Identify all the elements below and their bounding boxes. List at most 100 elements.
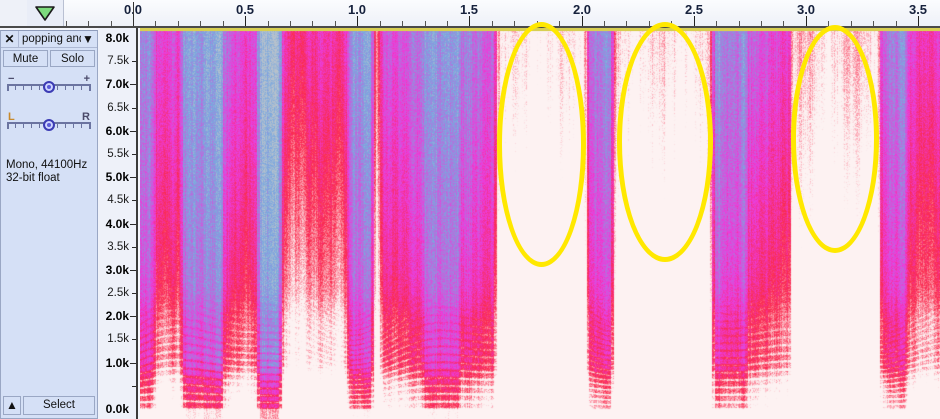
chevron-down-icon[interactable]: ▼ [82, 32, 94, 46]
ruler-major-tick [806, 16, 807, 26]
freq-tick [130, 177, 136, 179]
freq-tick [130, 269, 136, 271]
freq-label-6-5k: 6.5k [107, 101, 129, 114]
gain-plus-label: + [83, 73, 90, 85]
ruler-minor-tick [178, 21, 179, 26]
ruler-minor-tick [514, 21, 515, 26]
pan-slider-track[interactable] [7, 119, 91, 136]
ruler-minor-tick [155, 21, 156, 26]
ruler-minor-tick [425, 21, 426, 26]
ruler-label-1-0: 1.0 [347, 2, 367, 17]
ruler-origin-tick [133, 2, 134, 26]
freq-label-0-0k: 0.0k [105, 402, 129, 416]
track-title-label[interactable]: popping and [22, 33, 81, 45]
track-panel-footer: ▲ Select [1, 394, 97, 418]
ruler-minor-tick [761, 21, 762, 26]
ruler-minor-tick [716, 21, 717, 26]
freq-tick [132, 339, 136, 341]
ruler-label-2-0: 2.0 [572, 2, 592, 17]
freq-tick [130, 362, 136, 364]
spectrogram-view[interactable] [140, 28, 940, 419]
freq-tick [132, 293, 136, 295]
ruler-minor-tick [851, 21, 852, 26]
ruler-major-tick [918, 16, 919, 26]
ruler-minor-tick [223, 21, 224, 26]
ruler-minor-tick [447, 21, 448, 26]
pan-right-label: R [82, 111, 90, 123]
ruler-label-3-5: 3.5 [908, 2, 928, 17]
ruler-major-tick [357, 16, 358, 26]
ruler-minor-tick [896, 21, 897, 26]
pan-slider-endlabels: L R [7, 111, 91, 123]
freq-label-5-0k: 5.0k [105, 170, 129, 185]
ruler-major-tick [469, 16, 470, 26]
gain-slider-track[interactable] [7, 81, 91, 98]
ruler-major-tick [245, 16, 246, 26]
ruler-minor-tick [200, 21, 201, 26]
mute-solo-row: Mute Solo [3, 50, 95, 67]
freq-tick [132, 246, 136, 248]
ruler-minor-tick [783, 21, 784, 26]
ruler-minor-tick [111, 21, 112, 26]
freq-tick [132, 385, 136, 387]
select-track-button[interactable]: Select [23, 395, 95, 415]
ruler-minor-tick [671, 21, 672, 26]
pan-slider-thumb[interactable] [43, 119, 55, 131]
ruler-minor-tick [604, 21, 605, 26]
gain-slider-thumb[interactable] [43, 81, 55, 93]
ruler-minor-tick [402, 21, 403, 26]
freq-label-6-0k: 6.0k [105, 123, 129, 138]
spectrogram-top-border [140, 28, 940, 31]
ruler-minor-tick [828, 21, 829, 26]
freq-tick [132, 61, 136, 63]
pan-slider[interactable]: L R [7, 111, 91, 136]
freq-tick [130, 130, 136, 132]
track-format-info: Mono, 44100Hz 32-bit float [6, 159, 96, 185]
ruler-minor-tick [537, 21, 538, 26]
frequency-ruler[interactable]: 8.0k 7.5k 7.0k 6.5k 6.0k 5.5k 5.0k 4.5k 4.0k 3.5k… [98, 28, 138, 419]
track-control-panel[interactable]: ✕ popping and ▼ Mute Solo − + L [0, 30, 98, 419]
timeline-ruler[interactable]: 0.00.51.01.52.02.53.03.5 [0, 0, 940, 28]
freq-tick [132, 153, 136, 155]
play-start-triangle-icon[interactable] [27, 0, 64, 26]
ruler-label-1-5: 1.5 [459, 2, 479, 17]
ruler-minor-tick [492, 21, 493, 26]
ruler-minor-tick [66, 21, 67, 26]
freq-tick [130, 84, 136, 86]
spectrogram-canvas[interactable] [140, 28, 940, 419]
freq-tick [132, 200, 136, 202]
solo-button[interactable]: Solo [50, 50, 95, 67]
track-format-line1: Mono, 44100Hz [6, 159, 88, 171]
freq-label-4-5k: 4.5k [107, 194, 129, 207]
gain-minus-label: − [8, 73, 15, 85]
gain-slider[interactable]: − + [7, 73, 91, 98]
freq-label-2-0k: 2.0k [105, 309, 129, 324]
ruler-label-3-0: 3.0 [796, 2, 816, 17]
ruler-major-tick [582, 16, 583, 26]
close-track-button[interactable]: ✕ [1, 31, 19, 47]
collapse-track-button[interactable]: ▲ [3, 395, 21, 415]
ruler-minor-tick [88, 21, 89, 26]
freq-label-3-0k: 3.0k [105, 262, 129, 277]
freq-label-7-5k: 7.5k [107, 55, 129, 68]
ruler-minor-tick [335, 21, 336, 26]
freq-label-7-0k: 7.0k [105, 77, 129, 92]
ruler-minor-tick [873, 21, 874, 26]
ruler-major-tick [694, 16, 695, 26]
ruler-minor-tick [268, 21, 269, 26]
freq-tick [132, 107, 136, 109]
gain-slider-endlabels: − + [7, 73, 91, 85]
freq-tick [130, 316, 136, 318]
track-header: ✕ popping and ▼ [1, 31, 97, 48]
track-format-line2: 32-bit float [6, 172, 60, 184]
mute-button[interactable]: Mute [3, 50, 48, 67]
ruler-minor-tick [312, 21, 313, 26]
ruler-minor-tick [290, 21, 291, 26]
ruler-minor-tick [649, 21, 650, 26]
freq-label-5-5k: 5.5k [107, 147, 129, 160]
freq-label-2-5k: 2.5k [107, 287, 129, 300]
pan-left-label: L [8, 111, 15, 123]
freq-label-3-5k: 3.5k [107, 240, 129, 253]
ruler-minor-tick [559, 21, 560, 26]
